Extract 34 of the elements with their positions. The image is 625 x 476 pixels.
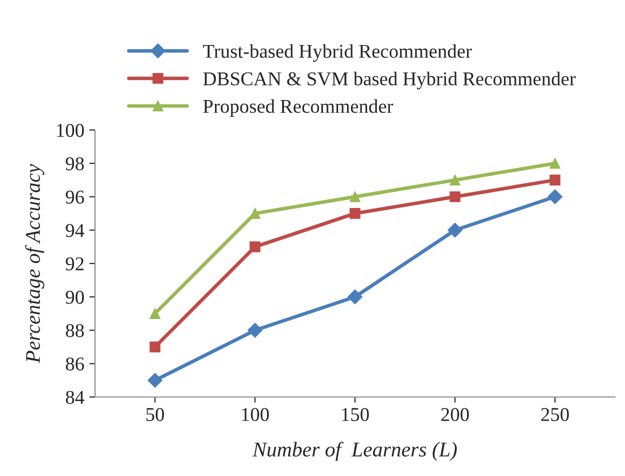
y-tick-label: 100 [57,124,84,137]
x-tick-label: 150 [342,408,369,422]
point [350,191,360,202]
x-tick-label: 50 [146,408,164,422]
y-tick-label: 96 [66,190,84,204]
x-tick-label: 250 [541,408,569,422]
point [350,208,360,219]
point [148,372,162,388]
y-tick-label: 94 [66,224,84,238]
legend-label: Proposed Recommender [203,99,394,117]
y-tick-label: 88 [66,324,84,338]
point [450,191,460,202]
point [250,241,260,252]
y-tick-label: 90 [66,290,84,304]
y-tick-label: 84 [66,390,84,404]
x-tick-label: 200 [441,408,469,422]
legend-label: Trust-based Hybrid Recommender [203,44,472,62]
point [150,342,160,352]
x-axis-title: Number of Learners (L) [252,442,457,461]
y-tick-label: 86 [66,357,84,371]
point [548,189,562,204]
point [348,289,362,304]
x-tick-label: 100 [242,408,269,422]
y-tick-label: 98 [66,157,84,170]
y-tick-label: 92 [66,257,84,270]
point [550,174,560,186]
y-axis-title: Percentage of Accuracy [25,164,44,364]
point [448,222,462,238]
legend-label: DBSCAN & SVM based Hybrid Recommender [203,72,576,90]
point [248,322,262,338]
point [550,158,560,169]
point [150,308,160,319]
point [250,208,260,219]
point [450,174,460,186]
